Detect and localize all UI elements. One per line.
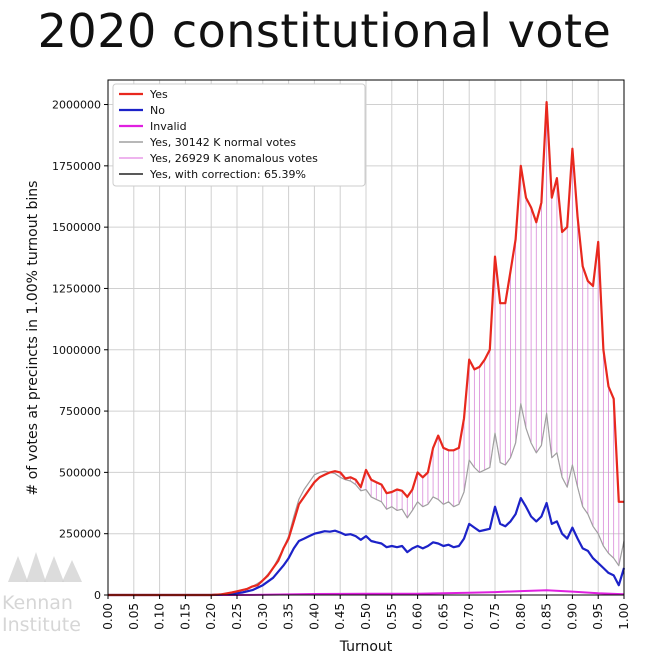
x-tick-label: 0.70 [462, 603, 476, 630]
y-tick-label: 1000000 [52, 344, 101, 357]
slide-title: 2020 constitutional vote [37, 4, 612, 58]
x-tick-label: 0.35 [282, 603, 296, 630]
x-tick-label: 0.40 [307, 603, 321, 630]
logo-line2: Institute [2, 614, 81, 636]
series-line-yes [108, 100, 624, 597]
y-tick-label: 0 [94, 589, 101, 602]
series-lines [108, 100, 626, 597]
x-tick-label: 0.10 [153, 603, 167, 630]
x-tick-label: 0.90 [565, 603, 579, 630]
x-tick-label: 0.45 [333, 603, 347, 630]
x-tick-label: 0.85 [540, 603, 554, 630]
x-axis-label: Turnout [339, 639, 393, 653]
series-line-yes-30142-k-normal-votes [108, 403, 625, 596]
tree-icon [8, 552, 82, 582]
x-tick-label: 0.50 [359, 603, 373, 630]
axis-ticks: 0.00 0.05 0.10 0.15 0.20 0.25 0.30 0.35 0.40 0.45… [52, 99, 631, 630]
y-tick-label: 2000000 [52, 99, 101, 112]
x-tick-label: 0.65 [436, 603, 450, 630]
y-tick-label: 1250000 [52, 282, 101, 295]
legend-label: Yes, with correction: 65.39% [149, 168, 306, 181]
legend-label: Yes, 30142 K normal votes [149, 136, 296, 149]
x-tick-label: 0.55 [385, 603, 399, 630]
y-tick-label: 1500000 [52, 221, 101, 234]
series-line-no [108, 497, 626, 597]
x-tick-label: 0.20 [204, 603, 218, 630]
legend-label: Invalid [150, 120, 187, 133]
x-tick-label: 0.05 [127, 603, 141, 630]
x-tick-label: 0.15 [178, 603, 192, 630]
x-tick-label: 1.00 [617, 603, 631, 630]
y-axis-label: # of votes at precincts in 1.00% turnout… [25, 181, 41, 496]
legend-label: No [150, 104, 165, 117]
y-tick-label: 250000 [59, 528, 101, 541]
x-tick-label: 0.60 [411, 603, 425, 630]
x-tick-label: 0.30 [256, 603, 270, 630]
kennan-institute-logo: Kennan Institute [0, 548, 90, 648]
legend-label: Yes [149, 88, 168, 101]
x-tick-label: 0.00 [101, 603, 115, 630]
legend: Yes No Invalid Yes, 30142 K normal votes Yes… [112, 83, 366, 187]
y-tick-label: 750000 [59, 405, 101, 418]
logo-line1: Kennan [2, 592, 73, 614]
x-tick-label: 0.95 [591, 603, 605, 630]
legend-label: Yes, 26929 K anomalous votes [149, 152, 318, 165]
y-tick-label: 500000 [59, 466, 101, 479]
x-tick-label: 0.80 [514, 603, 528, 630]
x-tick-label: 0.25 [230, 603, 244, 630]
x-tick-label: 0.75 [488, 603, 502, 630]
y-tick-label: 1750000 [52, 160, 101, 173]
